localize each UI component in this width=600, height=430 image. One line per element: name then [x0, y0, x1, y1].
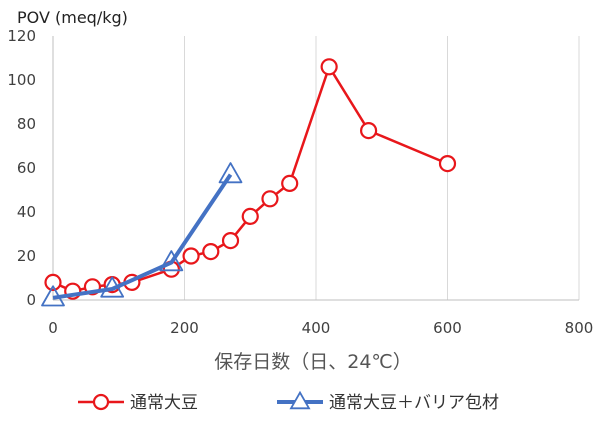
y-tick-label-6: 120 — [7, 27, 36, 45]
y-tick-label-5: 100 — [7, 71, 36, 89]
series-line-1 — [52, 173, 233, 300]
series-0-point-8 — [221, 232, 240, 250]
series-1-point-2 — [159, 250, 184, 272]
y-tick-label-4: 80 — [17, 115, 36, 133]
series-0-point-7 — [202, 243, 220, 261]
legend-item-1: 通常大豆＋バリア包材 — [277, 390, 499, 413]
legend-label-1: 通常大豆＋バリア包材 — [329, 393, 499, 413]
y-tick-label-0: 0 — [26, 291, 36, 309]
series-0-point-14 — [438, 155, 457, 173]
x-tick-label-3: 600 — [433, 319, 462, 337]
legend-marker-0 — [92, 393, 110, 411]
y-tick-label-3: 60 — [17, 159, 36, 177]
y-tick-labels: 0 20 40 60 80 100 120 — [7, 27, 36, 309]
series-0-point-13 — [360, 122, 378, 140]
series-line-0 — [52, 65, 448, 293]
y-tick-label-2: 40 — [17, 203, 36, 221]
axes — [52, 36, 579, 301]
series-0-point-6 — [182, 247, 200, 265]
y-axis-label: POV (meq/kg) — [17, 8, 128, 27]
series-1-point-0 — [41, 285, 65, 307]
legend-item-0: 通常大豆 — [78, 393, 198, 413]
x-axis-label: 保存日数（日、24℃） — [214, 351, 412, 373]
legend-label-0: 通常大豆 — [130, 393, 198, 413]
series-group — [41, 58, 457, 307]
series-0-point-11 — [281, 174, 299, 192]
series-1-point-1 — [100, 276, 125, 298]
x-tick-labels: 0 200 400 600 800 — [48, 319, 593, 337]
series-0-point-10 — [261, 190, 279, 208]
x-tick-label-1: 200 — [170, 319, 199, 337]
series-0-point-12 — [320, 58, 338, 76]
series-0 — [44, 58, 457, 300]
x-tick-label-4: 800 — [565, 319, 594, 337]
series-1-point-3 — [218, 162, 243, 184]
grid-lines — [184, 36, 580, 300]
series-0-point-0 — [44, 273, 62, 291]
y-tick-label-1: 20 — [17, 247, 36, 265]
series-0-point-9 — [241, 207, 259, 225]
legend: 通常大豆 通常大豆＋バリア包材 — [78, 390, 499, 413]
series-1 — [41, 162, 243, 307]
x-tick-label-2: 400 — [302, 319, 331, 337]
legend-marker-1 — [289, 390, 311, 410]
x-tick-label-0: 0 — [48, 319, 58, 337]
